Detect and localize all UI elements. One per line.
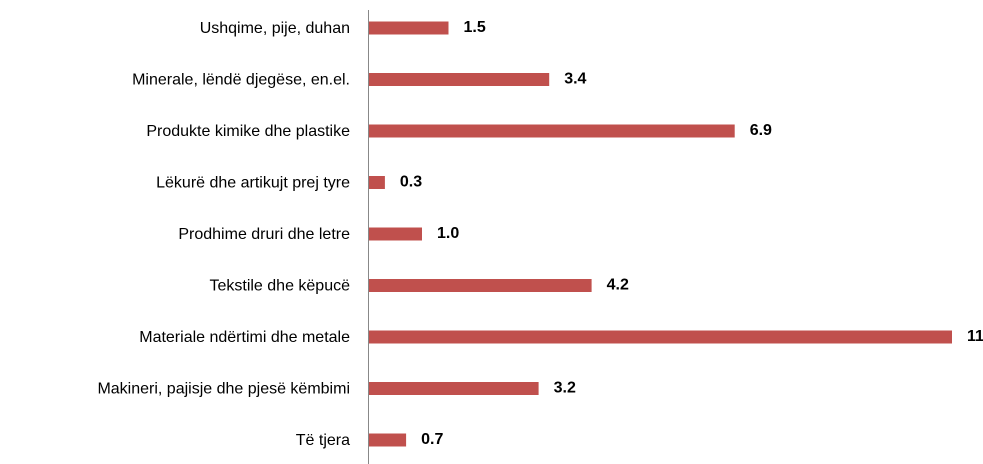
bar	[369, 176, 385, 189]
value-label: 4.2	[607, 277, 629, 294]
bar	[369, 279, 592, 292]
bar	[369, 227, 422, 241]
bar	[369, 330, 952, 344]
category-label: Minerale, lëndë djegëse, en.el.	[132, 72, 350, 89]
value-label: 1.5	[464, 19, 486, 36]
category-label: Makineri, pajisje dhe pjesë këmbimi	[97, 381, 350, 398]
bar	[369, 382, 539, 395]
category-label: Materiale ndërtimi dhe metale	[139, 329, 350, 346]
value-label: 11.0	[967, 328, 983, 345]
category-label: Prodhime druri dhe letre	[178, 226, 350, 243]
value-label: 1.0	[437, 225, 459, 242]
category-label: Lëkurë dhe artikujt prej tyre	[156, 175, 350, 192]
category-label: Të tjera	[296, 432, 350, 449]
value-label: 0.7	[421, 431, 443, 448]
value-label: 6.9	[750, 122, 772, 139]
bar	[369, 124, 735, 138]
category-label: Produkte kimike dhe plastike	[146, 123, 350, 140]
bar	[369, 433, 407, 447]
value-label: 3.2	[554, 380, 576, 397]
bar	[369, 73, 550, 86]
category-label: Tekstile dhe këpucë	[209, 278, 350, 295]
value-label: 3.4	[564, 71, 586, 88]
bar	[369, 21, 449, 35]
category-label: Ushqime, pije, duhan	[200, 20, 350, 37]
value-label: 0.3	[400, 174, 422, 191]
